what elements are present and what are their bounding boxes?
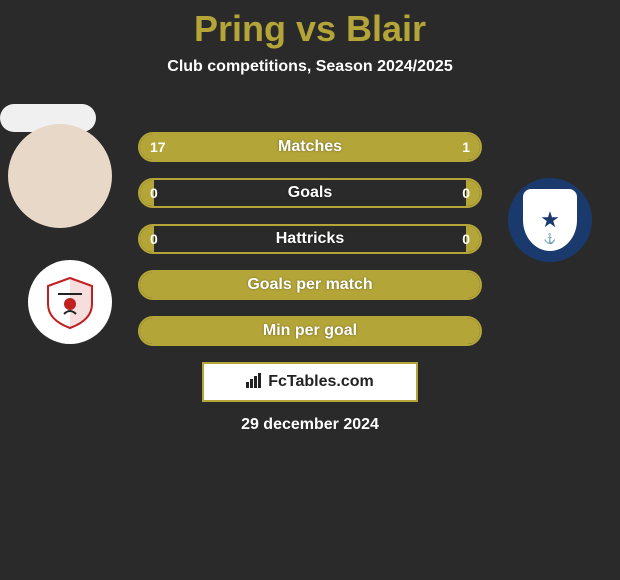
stat-row: 171Matches <box>138 132 482 162</box>
stat-label: Hattricks <box>140 226 480 252</box>
subtitle: Club competitions, Season 2024/2025 <box>0 58 620 76</box>
stat-label: Goals per match <box>140 272 480 298</box>
page-title: Pring vs Blair <box>0 8 620 50</box>
anchor-icon: ⚓ <box>544 234 556 245</box>
club-right-badge: ★ ⚓ <box>508 178 592 262</box>
stat-row: Min per goal <box>138 316 482 346</box>
stat-row: 00Hattricks <box>138 224 482 254</box>
stats-panel: 171Matches 00Goals 00Hattricks Goals per ma… <box>138 132 482 346</box>
club-left-badge <box>28 260 112 344</box>
stat-row: Goals per match <box>138 270 482 300</box>
stat-row: 00Goals <box>138 178 482 208</box>
shield-icon <box>42 274 98 330</box>
date-label: 29 december 2024 <box>0 416 620 434</box>
stat-label: Goals <box>140 180 480 206</box>
stat-label: Min per goal <box>140 318 480 344</box>
star-icon: ★ <box>540 207 560 233</box>
bar-chart-icon <box>246 372 266 393</box>
stat-label: Matches <box>140 134 480 160</box>
brand-text: FcTables.com <box>268 373 374 391</box>
brand-badge: FcTables.com <box>202 362 418 402</box>
player-left-photo <box>8 124 112 228</box>
